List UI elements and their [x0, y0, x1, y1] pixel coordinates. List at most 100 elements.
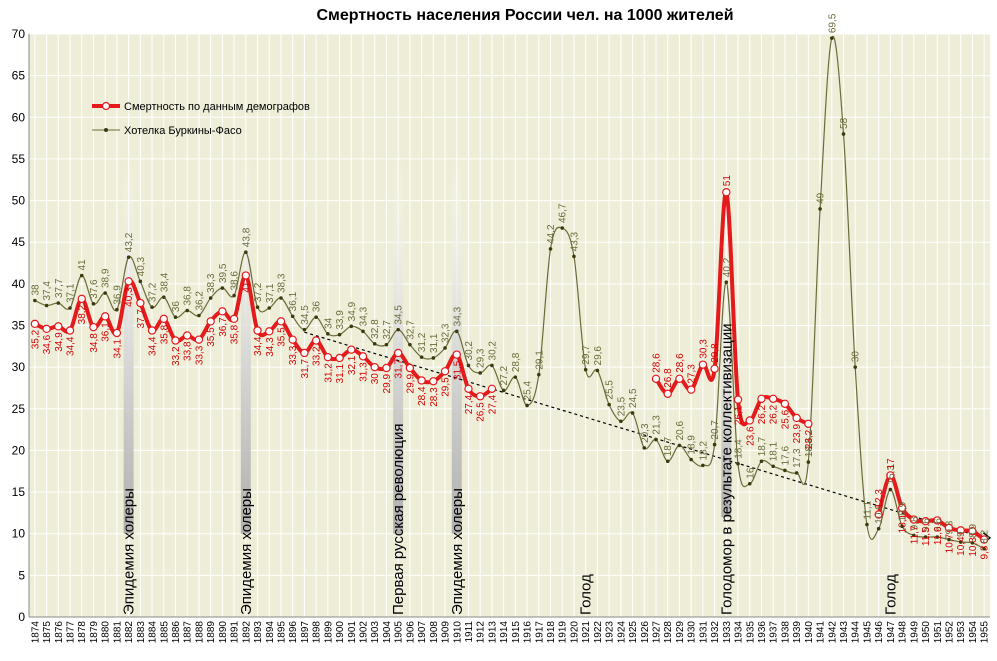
x-tick-label: 1933	[722, 621, 733, 644]
olive-data-label: 36	[312, 301, 323, 313]
olive-data-label: 37,2	[148, 282, 159, 302]
olive-point	[783, 468, 787, 473]
red-data-label: 34,8	[89, 333, 100, 353]
olive-point	[501, 388, 506, 393]
y-tick-label: 70	[12, 27, 26, 41]
red-point	[886, 471, 895, 480]
olive-data-label: 18,7	[757, 436, 768, 456]
red-point	[944, 523, 954, 533]
event-annotation: Голодомор в результате коллективизации	[718, 323, 735, 615]
olive-data-label: 20,6	[675, 421, 686, 441]
red-point	[405, 363, 415, 373]
olive-data-label: 69,5	[827, 13, 838, 33]
olive-data-label: 28,8	[511, 352, 522, 372]
red-point	[780, 399, 790, 408]
red-data-label: 34,4	[148, 336, 159, 356]
red-point	[265, 327, 274, 336]
olive-data-label: 43,3	[569, 231, 580, 251]
red-point	[382, 363, 391, 373]
olive-data-label: 37,1	[265, 283, 276, 303]
legend-item-demographers: Смертность по данным демографов	[124, 101, 310, 113]
x-tick-label: 1940	[804, 621, 815, 644]
y-tick-label: 0	[18, 610, 25, 624]
x-tick-label: 1946	[874, 621, 885, 644]
x-tick-label: 1917	[534, 621, 545, 644]
red-data-label: 30,3	[698, 339, 709, 359]
red-point	[768, 394, 778, 403]
red-point	[956, 526, 965, 535]
red-point	[733, 395, 743, 404]
red-point	[65, 326, 75, 335]
red-point	[722, 188, 731, 197]
olive-point	[665, 459, 670, 464]
red-series-line	[33, 273, 494, 399]
olive-point	[126, 255, 131, 260]
red-data-label: 26,8	[663, 368, 674, 388]
x-tick-label: 1926	[640, 621, 651, 644]
y-tick-label: 40	[12, 277, 26, 291]
red-data-label: 27,3	[687, 364, 698, 384]
olive-data-label: 17,6	[780, 446, 791, 466]
x-tick-label: 1915	[511, 621, 522, 644]
x-tick-label: 1887	[183, 621, 194, 644]
olive-point	[513, 375, 518, 379]
olive-point	[443, 346, 447, 350]
x-tick-label: 1945	[862, 621, 873, 644]
annotation-band	[393, 158, 404, 534]
red-data-label: 35,2	[30, 329, 41, 349]
olive-point	[923, 535, 928, 539]
red-point	[89, 322, 98, 332]
red-data-label: 38,2	[77, 304, 88, 324]
olive-data-label: 38,9	[101, 268, 112, 288]
red-data-label: 27,4	[464, 394, 475, 414]
red-data-label: 10,7	[944, 533, 955, 553]
red-point	[136, 298, 145, 308]
annotation-bands	[123, 158, 732, 534]
olive-data-label: 38,4	[159, 272, 170, 292]
x-tick-label: 1951	[933, 621, 944, 644]
red-point	[112, 328, 122, 338]
red-point	[100, 312, 110, 321]
olive-point	[947, 537, 951, 542]
olive-data-label: 18,2	[698, 441, 709, 461]
legend: Смертность по данным демографов Хотелка …	[92, 101, 310, 137]
red-data-label: 28,3	[429, 387, 440, 407]
x-tick-label: 1898	[312, 621, 323, 644]
red-data-label: 41	[241, 281, 252, 293]
red-point	[933, 516, 942, 525]
x-tick-label: 1928	[663, 621, 674, 644]
red-data-label: 29,9	[382, 374, 393, 394]
event-annotation: Эпидемия холеры	[121, 488, 138, 615]
red-point	[452, 350, 461, 359]
olive-data-label: 33,9	[335, 310, 346, 330]
y-tick-label: 50	[12, 194, 26, 208]
annotation-band	[451, 158, 462, 534]
olive-point	[478, 371, 483, 375]
red-point	[698, 360, 708, 369]
red-point	[370, 362, 379, 372]
red-point	[417, 376, 426, 385]
olive-data-label: 29,6	[593, 346, 604, 366]
olive-data-label: 29,1	[534, 350, 545, 370]
x-tick-label: 1897	[300, 621, 311, 644]
red-data-label: 11,7	[909, 525, 920, 544]
olive-point	[44, 303, 49, 308]
olive-data-label: 10,9	[898, 501, 909, 521]
x-tick-label: 1930	[687, 621, 698, 644]
red-data-label: 29,9	[405, 374, 416, 394]
red-data-label: 34,1	[112, 339, 123, 359]
red-point	[358, 352, 368, 361]
olive-point	[630, 411, 635, 415]
red-point	[241, 271, 251, 280]
x-tick-label: 1924	[616, 621, 627, 644]
red-data-label: 35,5	[206, 327, 217, 347]
olive-point	[244, 250, 248, 255]
red-data-label: 26,1	[734, 405, 745, 425]
x-tick-label: 1879	[89, 621, 100, 644]
olive-point	[747, 481, 752, 486]
olive-data-label: 25,5	[605, 380, 616, 400]
red-point	[347, 345, 356, 354]
x-tick-label: 1909	[441, 621, 452, 644]
olive-point	[841, 132, 846, 136]
